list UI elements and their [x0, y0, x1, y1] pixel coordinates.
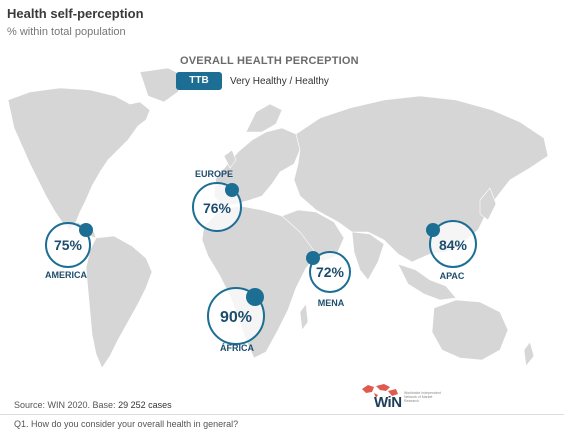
region-value: 90%: [220, 309, 252, 326]
middle-east-shape: [281, 209, 345, 263]
continents: [7, 67, 549, 369]
region-name: APAC: [440, 271, 465, 281]
region-marker-europe: 76% EUROPE: [192, 169, 242, 232]
india-shape: [351, 231, 385, 281]
new-zealand-shape: [523, 341, 535, 367]
region-marker-america: 75% AMERICA: [45, 222, 93, 280]
scandinavia-shape: [245, 103, 283, 133]
region-ring: [309, 251, 351, 293]
chart-title: Health self-perception: [7, 6, 144, 21]
region-name: EUROPE: [195, 169, 233, 179]
region-ring: [45, 222, 91, 268]
footer-divider: [0, 414, 564, 415]
legend-label: Very Healthy / Healthy: [230, 76, 329, 87]
logo-word: WiN: [374, 394, 402, 411]
australia-shape: [431, 299, 509, 361]
region-name: AMERICA: [45, 270, 87, 280]
survey-question: Q1. How do you consider your overall hea…: [14, 419, 239, 429]
region-dot: [225, 183, 239, 197]
region-value: 72%: [316, 264, 345, 280]
globe-icon: [362, 384, 398, 398]
region-name: ÁFRICA: [220, 343, 254, 353]
source-base: 29 252 cases: [118, 400, 172, 410]
region-dot: [79, 223, 93, 237]
region-marker-africa: 90% ÁFRICA: [207, 287, 265, 353]
source-prefix: Source: WIN 2020. Base:: [14, 400, 116, 410]
region-dot: [246, 288, 264, 306]
greenland-shape: [139, 67, 185, 103]
region-marker-apac: 84% APAC: [426, 220, 477, 281]
region-dot: [306, 251, 320, 265]
region-ring: [429, 220, 477, 268]
africa-shape: [201, 205, 319, 359]
chart-subtitle: % within total population: [7, 26, 126, 38]
region-value: 84%: [439, 237, 468, 253]
legend-badge: TTB: [176, 72, 222, 90]
region-value: 75%: [54, 237, 83, 253]
win-logo: WiN Worldwide Independent Network of Mar…: [360, 383, 460, 415]
region-name: MENA: [318, 298, 345, 308]
source-note: Source: WIN 2020. Base: 29 252 cases: [14, 400, 172, 410]
madagascar-shape: [299, 303, 309, 331]
southeast-asia-shape: [397, 263, 457, 301]
region-dot: [426, 223, 440, 237]
south-america-shape: [85, 235, 153, 369]
japan-shape: [479, 187, 497, 221]
uk-shape: [223, 149, 237, 169]
legend-title: OVERALL HEALTH PERCEPTION: [180, 55, 359, 67]
logo-tagline: Worldwide Independent Network of Market …: [404, 391, 441, 403]
north-america-shape: [7, 87, 151, 231]
region-marker-mena: 72% MENA: [306, 251, 351, 308]
region-value: 76%: [203, 200, 232, 216]
